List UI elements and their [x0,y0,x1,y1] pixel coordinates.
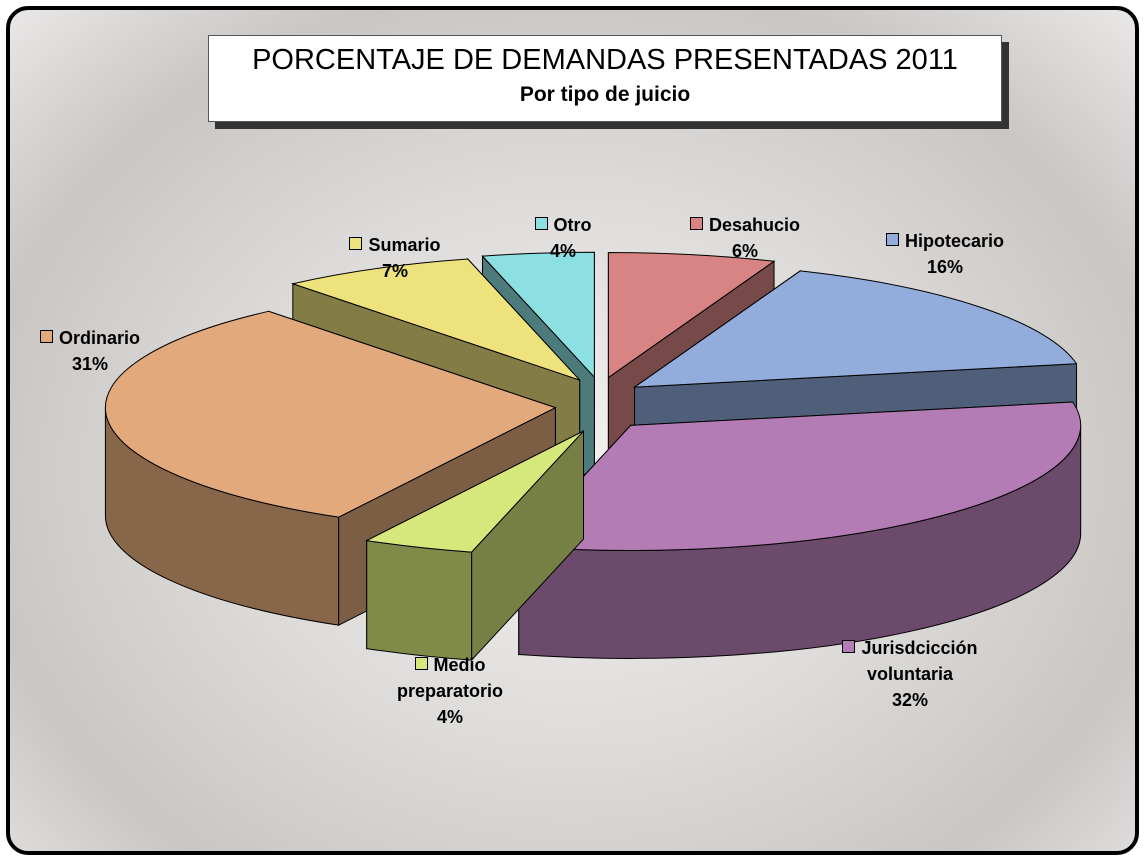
value-label: 16% [927,257,963,277]
chart-subtitle: Por tipo de juicio [209,83,1001,107]
category-label: Medio preparatorio [397,655,503,701]
category-label: Sumario [368,235,440,255]
legend-swatch [349,237,362,250]
legend-swatch [415,657,428,670]
legend-swatch [886,233,899,246]
chart-title: PORCENTAJE DE DEMANDAS PRESENTADAS 2011 [209,44,1001,77]
category-label: Jurisdcicción voluntaria [861,638,977,684]
value-label: 31% [72,354,108,374]
category-label: Hipotecario [905,231,1004,251]
data-label: Jurisdcicción voluntaria 32% [810,635,1010,713]
data-label: Sumario 7% [325,232,465,284]
data-label: Desahucio 6% [660,212,830,264]
legend-swatch [535,217,548,230]
value-label: 6% [732,241,758,261]
legend-swatch [842,640,855,653]
data-label: Ordinario 31% [15,325,165,377]
value-label: 4% [437,707,463,727]
legend-swatch [40,330,53,343]
legend-swatch [690,217,703,230]
category-label: Desahucio [709,215,800,235]
slice-wall [367,541,472,661]
category-label: Otro [554,215,592,235]
data-label: Hipotecario 16% [845,228,1045,280]
slice [519,402,1081,658]
pie-chart [10,10,1135,851]
data-label: Otro 4% [513,212,613,264]
chart-frame: PORCENTAJE DE DEMANDAS PRESENTADAS 2011 … [6,6,1139,855]
value-label: 4% [550,241,576,261]
value-label: 32% [892,690,928,710]
title-box: PORCENTAJE DE DEMANDAS PRESENTADAS 2011 … [208,35,1002,122]
category-label: Ordinario [59,328,140,348]
data-label: Medio preparatorio 4% [365,652,535,730]
value-label: 7% [382,261,408,281]
